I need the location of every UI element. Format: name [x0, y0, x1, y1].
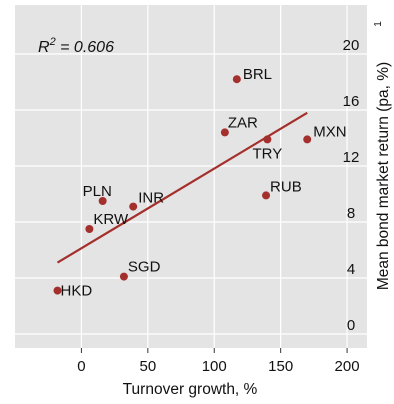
point-label-pln: PLN	[83, 183, 112, 200]
point-mxn	[303, 135, 312, 144]
y-tick-label: 16	[343, 93, 360, 110]
x-tick-label: 50	[139, 358, 156, 375]
x-tick-label: 0	[77, 358, 85, 375]
point-label-sgd: SGD	[128, 259, 161, 276]
y-tick-label: 4	[347, 261, 355, 278]
x-tick-label: 200	[335, 358, 360, 375]
point-label-rub: RUB	[270, 178, 302, 195]
point-rub	[262, 191, 271, 200]
point-label-zar: ZAR	[228, 114, 258, 131]
x-tick-label: 150	[268, 358, 293, 375]
point-brl	[232, 75, 241, 84]
point-hkd	[53, 286, 62, 295]
point-label-try: TRY	[253, 145, 283, 162]
x-tick-label: 100	[202, 358, 227, 375]
point-label-krw: KRW	[93, 211, 129, 228]
r2-superscript: 2	[49, 36, 56, 48]
grid-lines	[15, 5, 367, 348]
point-krw	[85, 225, 94, 233]
x-axis-label: Turnover growth, %	[123, 381, 258, 398]
y-tick-label: 12	[343, 149, 360, 166]
x-ticks: 0 50 100 150 200	[77, 348, 360, 375]
y-axis-footnote: 1	[373, 21, 384, 27]
y-tick-label: 0	[347, 317, 355, 334]
point-try	[263, 135, 272, 144]
data-points: BRL ZAR TRY MXN RUB PLN INR KRW SGD HKD	[53, 66, 347, 300]
point-label-inr: INR	[138, 190, 164, 207]
y-tick-label: 8	[347, 205, 355, 222]
y-tick-label: 20	[343, 37, 360, 54]
plot-panel	[15, 5, 367, 348]
point-label-hkd: HKD	[61, 283, 93, 300]
r2-annotation: R2 = 0.606	[38, 36, 114, 56]
point-zar	[220, 128, 229, 137]
point-sgd	[119, 272, 128, 281]
point-pln	[98, 197, 107, 205]
y-axis-label: Mean bond market return (pa, %)	[375, 62, 392, 290]
point-label-mxn: MXN	[313, 123, 346, 140]
point-inr	[129, 202, 138, 211]
y-ticks: 0 4 8 12 16 20	[343, 37, 360, 334]
point-label-brl: BRL	[243, 66, 272, 83]
